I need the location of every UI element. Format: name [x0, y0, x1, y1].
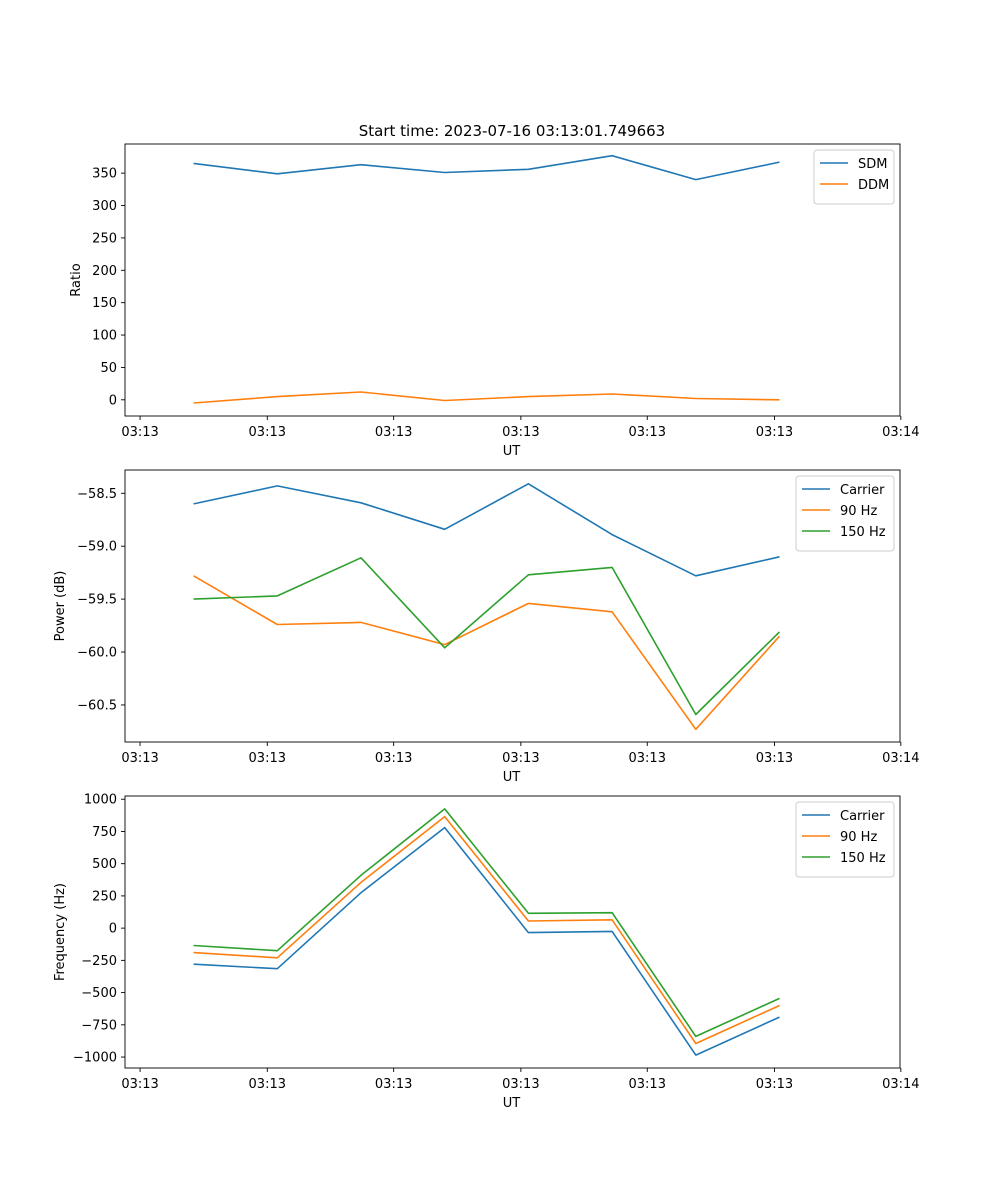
x-tick-label: 03:13: [629, 751, 666, 766]
y-axis-label: Frequency (Hz): [53, 883, 68, 981]
legend-label: Carrier: [840, 809, 885, 824]
x-axis-label: UT: [503, 770, 521, 785]
y-tick-label: −60.0: [77, 646, 117, 661]
legend-label: DDM: [858, 178, 889, 193]
plot-area-frame: [124, 795, 901, 1069]
y-tick-label: 0: [109, 393, 117, 408]
y-tick-label: 750: [92, 825, 117, 840]
y-tick-label: 200: [92, 264, 117, 279]
x-tick-label: 03:14: [882, 425, 919, 440]
legend-label: 90 Hz: [840, 830, 877, 845]
plot-area-frame: [124, 469, 901, 743]
x-tick-label: 03:13: [249, 1077, 286, 1092]
legend-label: 90 Hz: [840, 504, 877, 519]
x-tick-label: 03:13: [756, 751, 793, 766]
y-tick-label: 350: [92, 167, 117, 182]
series-line-ddm: [193, 391, 780, 404]
y-tick-label: 50: [100, 361, 117, 376]
series-line-150-hz: [193, 808, 780, 1038]
series-line-90-hz: [193, 575, 781, 731]
x-axis-label: UT: [503, 1096, 521, 1111]
x-tick-label: 03:13: [121, 751, 158, 766]
y-tick-label: 300: [92, 199, 117, 214]
plot-area-frame: [124, 143, 901, 417]
y-tick-label: 250: [92, 231, 117, 246]
y-tick-label: −750: [81, 1018, 117, 1033]
x-tick-label: 03:13: [629, 425, 666, 440]
x-tick-label: 03:13: [629, 1077, 666, 1092]
y-tick-label: 0: [109, 922, 117, 937]
legend-label: 150 Hz: [840, 851, 886, 866]
x-tick-label: 03:13: [502, 1077, 539, 1092]
x-tick-label: 03:13: [756, 1077, 793, 1092]
y-tick-label: 150: [92, 296, 117, 311]
y-tick-label: −500: [81, 986, 117, 1001]
x-tick-label: 03:13: [249, 425, 286, 440]
x-tick-label: 03:13: [121, 425, 158, 440]
x-tick-label: 03:13: [375, 751, 412, 766]
x-tick-label: 03:14: [882, 751, 919, 766]
x-tick-label: 03:13: [375, 1077, 412, 1092]
x-tick-label: 03:13: [756, 425, 793, 440]
figure-title: Start time: 2023-07-16 03:13:01.749663: [359, 122, 665, 140]
series-line-carrier: [193, 482, 780, 577]
y-tick-label: −59.0: [77, 540, 117, 555]
x-axis-label: UT: [503, 444, 521, 459]
y-axis-label: Ratio: [69, 263, 84, 296]
y-tick-label: −58.5: [77, 487, 117, 502]
ratio-chart-panel: 03:13 03:13 03:13 03:13 03:13 03:13 03:14 0 50 10…: [69, 143, 920, 459]
x-tick-label: 03:13: [502, 751, 539, 766]
legend-label: Carrier: [840, 483, 885, 498]
y-axis-label: Power (dB): [53, 571, 68, 642]
y-tick-label: −250: [81, 954, 117, 969]
series-line-150-hz: [193, 556, 781, 716]
y-tick-label: 250: [92, 889, 117, 904]
x-tick-label: 03:13: [249, 751, 286, 766]
y-tick-label: −59.5: [77, 593, 117, 608]
legend-label: 150 Hz: [840, 525, 886, 540]
power-chart-panel: 03:13 03:13 03:13 03:13 03:13 03:13 03:14 −58.5…: [53, 469, 920, 785]
frequency-chart-panel: 03:13 03:13 03:13 03:13 03:13 03:13 03:14 1000 7…: [53, 793, 920, 1111]
x-tick-label: 03:13: [502, 425, 539, 440]
x-tick-label: 03:13: [121, 1077, 158, 1092]
legend-box: [795, 801, 895, 878]
legend-label: SDM: [858, 157, 887, 172]
series-line-carrier: [193, 826, 780, 1056]
y-tick-label: 1000: [84, 793, 117, 808]
y-tick-label: 500: [92, 857, 117, 872]
x-tick-label: 03:13: [375, 425, 412, 440]
y-tick-label: −1000: [73, 1051, 117, 1066]
x-tick-label: 03:14: [882, 1077, 919, 1092]
y-tick-label: 100: [92, 329, 117, 344]
series-line-sdm: [193, 154, 780, 181]
y-tick-label: −60.5: [77, 698, 117, 713]
series-line-90-hz: [193, 815, 780, 1045]
legend-box: [795, 475, 895, 552]
